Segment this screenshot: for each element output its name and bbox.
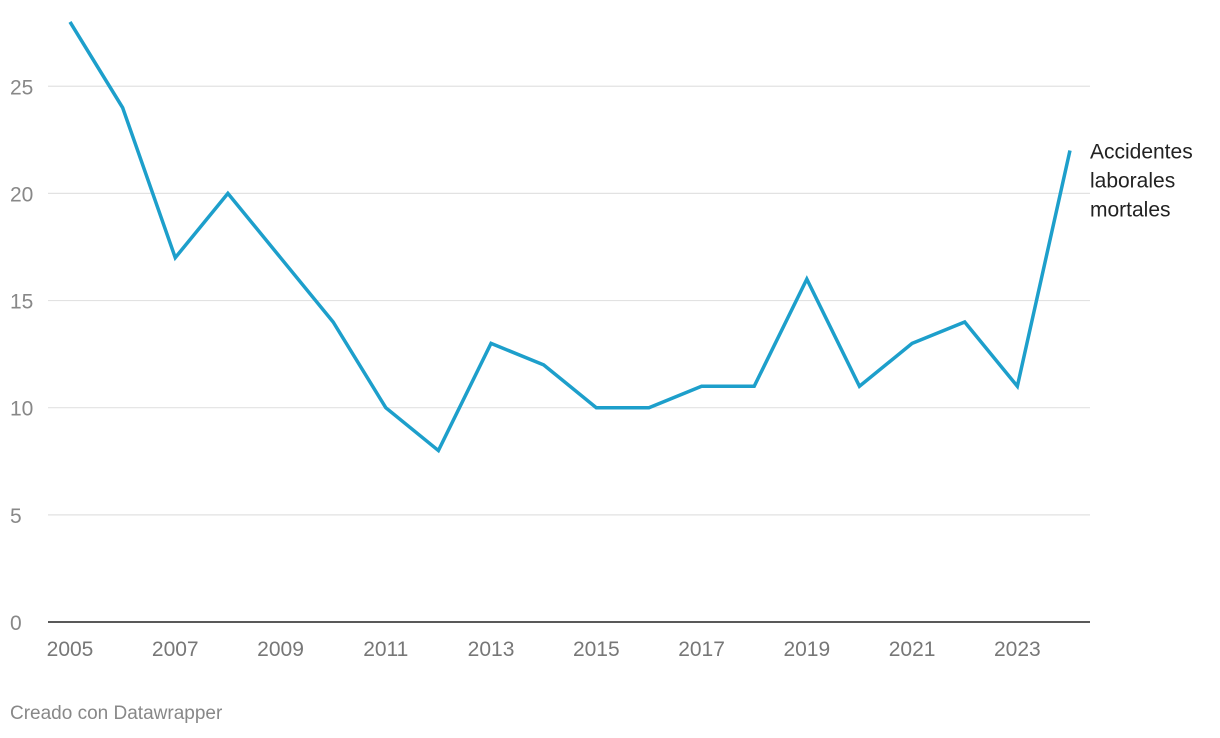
y-tick-label: 20 (10, 183, 33, 206)
y-tick-label: 0 (10, 612, 22, 635)
x-tick-label: 2021 (889, 638, 936, 661)
y-tick-label: 25 (10, 76, 33, 99)
series-label: Accidentes laborales mortales (1090, 141, 1193, 222)
series-label-line: laborales (1090, 170, 1175, 193)
x-tick-label: 2005 (47, 638, 94, 661)
series-label-line: Accidentes (1090, 141, 1193, 164)
y-tick-label: 15 (10, 291, 33, 314)
x-tick-label: 2007 (152, 638, 199, 661)
gridlines (48, 85, 1090, 516)
x-tick-label: 2013 (468, 638, 515, 661)
x-tick-label: 2023 (994, 638, 1041, 661)
credit-text: Creado con Datawrapper (10, 703, 223, 724)
x-tick-label: 2015 (573, 638, 620, 661)
x-axis-ticks: 2005 2007 2009 2011 2013 2015 2017 2019 2021 2023 (47, 638, 1041, 661)
series-label-line: mortales (1090, 199, 1171, 222)
x-tick-label: 2019 (783, 638, 830, 661)
y-tick-label: 5 (10, 505, 22, 528)
y-axis-ticks: 0 5 10 15 20 25 (10, 76, 33, 635)
series-line-accidentes (68, 21, 1072, 454)
x-tick-label: 2017 (678, 638, 725, 661)
x-tick-label: 2011 (363, 638, 408, 661)
y-tick-label: 10 (10, 398, 33, 421)
x-tick-label: 2009 (257, 638, 304, 661)
